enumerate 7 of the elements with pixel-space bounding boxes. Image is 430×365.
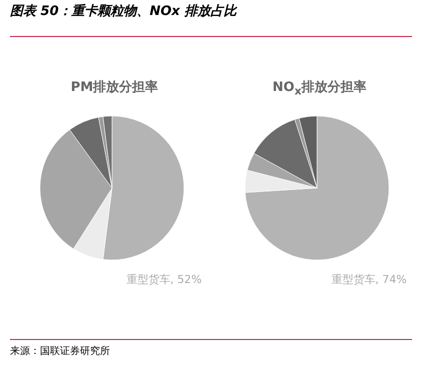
slice-label: 重型货车, 74% (331, 273, 407, 286)
chart-subtitle: NO$_{x}$排放分担率 (272, 78, 368, 100)
chart-subtitle: PM排放分担率 (70, 78, 160, 97)
chart-title: 图表 50：重卡颗粒物、NOx 排放占比 (10, 2, 238, 21)
source-note: 来源：国联证券研究所 (10, 344, 111, 358)
pie-slice (244, 116, 390, 260)
slice-label: 重型货车, 52% (126, 273, 202, 286)
